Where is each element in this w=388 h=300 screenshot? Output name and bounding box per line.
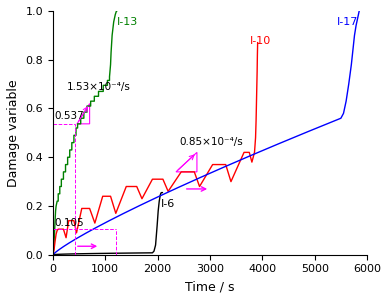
Text: 1.53×10⁻⁴/s: 1.53×10⁻⁴/s (67, 82, 130, 92)
Y-axis label: Damage variable: Damage variable (7, 79, 20, 187)
Text: 0.537: 0.537 (54, 111, 84, 121)
Text: I-13: I-13 (117, 17, 139, 27)
Text: I-6: I-6 (161, 199, 175, 208)
X-axis label: Time / s: Time / s (185, 280, 235, 293)
Text: I-17: I-17 (337, 17, 359, 27)
Text: 0.85×10⁻⁴/s: 0.85×10⁻⁴/s (180, 136, 243, 147)
Text: I-10: I-10 (250, 36, 271, 46)
Text: 0.105: 0.105 (54, 218, 84, 227)
